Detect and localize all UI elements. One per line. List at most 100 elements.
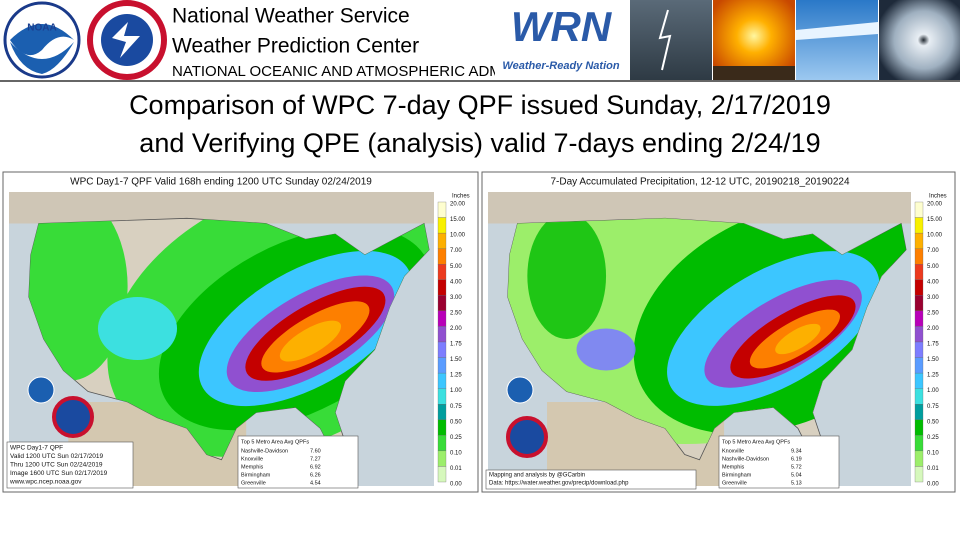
legend-swatch: [437, 419, 447, 436]
legend-label: 7.00: [927, 248, 939, 254]
info-line: Valid 1200 UTC Sun 02/17/2019: [10, 453, 103, 460]
legend-swatch: [914, 466, 924, 483]
canada: [488, 192, 911, 224]
legend-label: 1.00: [927, 388, 939, 394]
legend-swatch: [914, 357, 924, 374]
legend-label: 4.00: [450, 279, 462, 285]
top5-value: 7.60: [310, 448, 321, 454]
photo-ice: [796, 0, 878, 80]
legend-label: 15.00: [927, 217, 943, 223]
credit-line: Mapping and analysis by @GCarbin: [489, 473, 585, 479]
legend-label: 2.50: [450, 310, 462, 316]
info-line: Thru 1200 UTC Sun 02/24/2019: [10, 462, 103, 469]
top5-city: Knoxville: [241, 456, 263, 462]
header: NOAA National Weather Service Weather Pr…: [0, 0, 960, 82]
legend-label: 0.75: [450, 404, 462, 410]
legend-label: 1.00: [450, 388, 462, 394]
legend-swatch: [437, 248, 447, 265]
legend-swatch: [914, 310, 924, 327]
legend-swatch: [914, 435, 924, 452]
legend-unit: Inches: [929, 194, 947, 200]
top5-city: Knoxville: [722, 448, 744, 454]
map-panel: 7-Day Accumulated Precipitation, 12-12 U…: [481, 171, 956, 493]
legend-label: 10.00: [927, 233, 943, 239]
legend-label: 1.25: [450, 373, 462, 379]
slide-title: and Verifying QPE (analysis) valid 7-day…: [139, 128, 820, 158]
wrn-logo-text: WRN: [511, 3, 613, 50]
top5-value: 6.92: [310, 464, 321, 470]
legend-label: 4.00: [927, 279, 939, 285]
top5-title: Top 5 Metro Area Avg QPFs: [241, 439, 309, 445]
legend-label: 15.00: [450, 217, 466, 223]
center-name: Weather Prediction Center: [172, 35, 419, 58]
legend-label: 3.00: [927, 295, 939, 301]
legend-swatch: [437, 295, 447, 312]
wrn-tagline: Weather-Ready Nation: [502, 60, 619, 72]
map-panel: WPC Day1-7 QPF Valid 168h ending 1200 UT…: [2, 171, 479, 493]
precip-area: [97, 297, 178, 360]
top5-city: Memphis: [722, 464, 745, 470]
legend-swatch: [437, 217, 447, 234]
legend-swatch: [914, 404, 924, 420]
legend-swatch: [914, 248, 924, 265]
legend-swatch: [437, 466, 447, 483]
precip-area: [576, 328, 636, 371]
legend-swatch: [914, 279, 924, 296]
legend-label: 0.25: [927, 435, 939, 441]
legend-label: 0.00: [927, 482, 939, 488]
legend-swatch: [914, 295, 924, 312]
nws-badge: [506, 416, 548, 458]
legend-swatch: [437, 372, 447, 389]
legend-label: 0.10: [450, 450, 462, 456]
legend-label: 0.75: [927, 404, 939, 410]
agency-name: National Weather Service: [172, 5, 410, 28]
legend-swatch: [914, 372, 924, 389]
legend-label: 1.50: [927, 357, 939, 363]
credit-line: Data: https://water.weather.gov/precip/d…: [489, 481, 629, 487]
legend-label: 0.01: [450, 466, 462, 472]
photo-lightning: [630, 0, 712, 80]
legend-label: 5.00: [927, 264, 939, 270]
legend-label: 2.00: [450, 326, 462, 332]
top5-box: [718, 435, 840, 489]
info-box: [6, 441, 134, 489]
lightning: [658, 9, 672, 71]
legend-swatch: [914, 341, 924, 358]
parent-name: NATIONAL OCEANIC AND ATMOSPHERIC ADMINIS…: [172, 63, 596, 80]
top5-city: Nashville-Davidson: [241, 448, 288, 454]
noaa-logo-wave: [10, 24, 74, 56]
legend-swatch: [914, 201, 924, 218]
top5-value: 5.72: [791, 464, 802, 470]
legend-swatch: [437, 388, 447, 405]
legend-label: 2.00: [927, 326, 939, 332]
legend-swatch: [914, 264, 924, 280]
legend-label: 0.01: [927, 466, 939, 472]
noaa-logo-wave: [10, 42, 74, 74]
precip-area: [775, 323, 821, 355]
legend-label: 20.00: [927, 202, 943, 208]
legend-swatch: [914, 232, 924, 249]
legend-label: 0.50: [450, 419, 462, 425]
legend-swatch: [437, 341, 447, 358]
legend-swatch: [437, 279, 447, 296]
legend-swatch: [437, 357, 447, 374]
photo-hurricane: [879, 0, 960, 80]
legend-label: 0.10: [927, 450, 939, 456]
canada: [9, 192, 434, 224]
icicle-bar: [796, 22, 878, 40]
photo-skyline: [713, 66, 795, 80]
legend-swatch: [914, 419, 924, 436]
info-line: Image 1600 UTC Sun 02/17/2019: [10, 470, 108, 477]
legend-swatch: [914, 450, 924, 467]
top5-title: Top 5 Metro Area Avg QPFs: [722, 439, 790, 445]
legend-swatch: [914, 388, 924, 405]
legend-label: 1.25: [927, 373, 939, 379]
precip-area: [279, 320, 342, 362]
map-title: 7-Day Accumulated Precipitation, 12-12 U…: [550, 177, 850, 188]
legend-label: 3.00: [450, 295, 462, 301]
nws-logo-bolt: [112, 22, 140, 58]
legend-swatch: [914, 326, 924, 343]
top5-value: 7.27: [310, 456, 321, 462]
